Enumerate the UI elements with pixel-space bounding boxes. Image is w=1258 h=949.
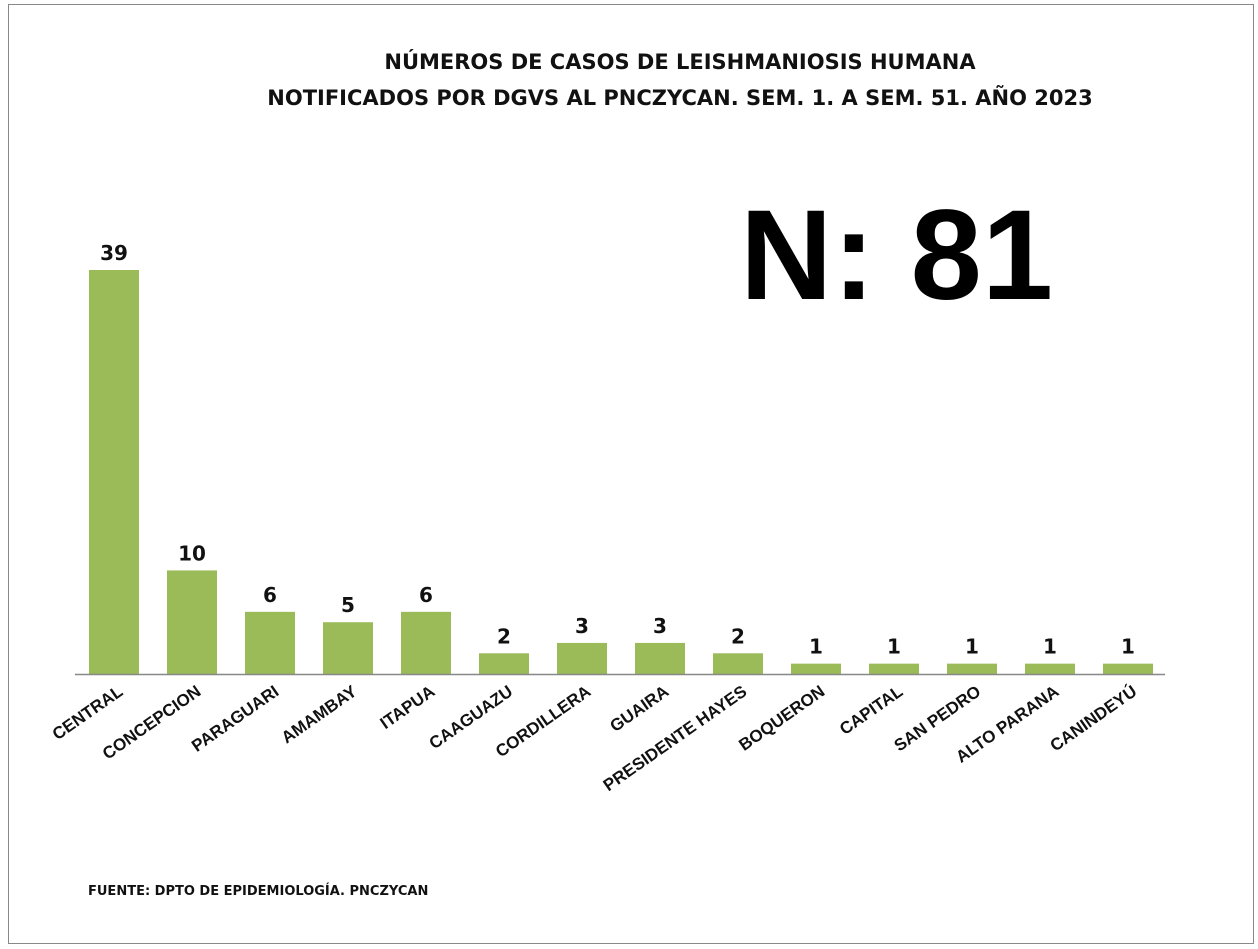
category-label-itapua: ITAPUA	[377, 682, 439, 733]
bar-san-pedro	[947, 664, 997, 674]
category-label-presidente-hayes: PRESIDENTE HAYES	[600, 682, 750, 795]
bar-alto-parana	[1025, 664, 1075, 674]
bar-guaira	[635, 643, 685, 674]
data-label-capital: 1	[887, 635, 901, 659]
data-label-canindeyu: 1	[1121, 635, 1135, 659]
bar-presidente-hayes	[713, 653, 763, 674]
data-label-itapua: 6	[419, 583, 433, 607]
data-label-cordillera: 3	[575, 614, 589, 638]
data-label-concepcion: 10	[178, 541, 206, 565]
source-note: FUENTE: DPTO DE EPIDEMIOLOGÍA. PNCZYCAN	[88, 884, 428, 899]
bar-cordillera	[557, 643, 607, 674]
category-label-capital: CAPITAL	[836, 682, 906, 739]
category-label-paraguari: PARAGUARI	[188, 682, 282, 756]
bar-concepcion	[167, 570, 217, 674]
bar-paraguari	[245, 612, 295, 674]
data-label-amambay: 5	[341, 593, 355, 617]
bar-capital	[869, 664, 919, 674]
data-label-san-pedro: 1	[965, 635, 979, 659]
data-label-alto-parana: 1	[1043, 635, 1057, 659]
bar-boqueron	[791, 664, 841, 674]
category-label-central: CENTRAL	[49, 682, 126, 744]
bar-itapua	[401, 612, 451, 674]
bar-caaguazu	[479, 653, 529, 674]
data-label-caaguazu: 2	[497, 624, 511, 648]
category-label-canindeyu: CANINDEYÚ	[1047, 682, 1141, 756]
data-label-guaira: 3	[653, 614, 667, 638]
bar-central	[89, 270, 139, 674]
category-label-amambay: AMAMBAY	[278, 681, 361, 747]
data-label-presidente-hayes: 2	[731, 624, 745, 648]
bar-canindeyu	[1103, 664, 1153, 674]
bar-amambay	[323, 622, 373, 674]
category-label-boqueron: BOQUERON	[735, 682, 828, 755]
data-label-central: 39	[100, 241, 128, 265]
category-label-guaira: GUAIRA	[606, 682, 672, 736]
data-label-paraguari: 6	[263, 583, 277, 607]
data-label-boqueron: 1	[809, 635, 823, 659]
